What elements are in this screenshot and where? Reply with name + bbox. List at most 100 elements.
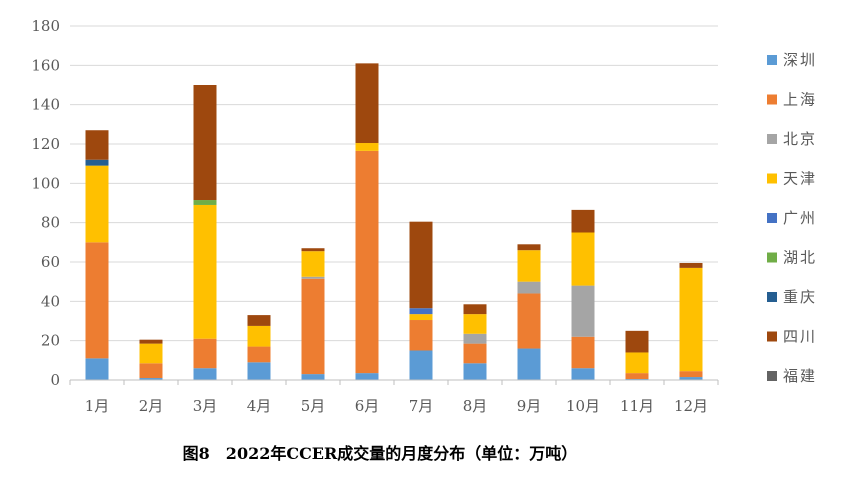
legend-swatch	[767, 173, 777, 184]
legend-item: 重庆	[767, 288, 817, 306]
y-tick-label: 20	[41, 332, 60, 350]
bar-segment	[85, 242, 109, 359]
gridlines	[70, 25, 718, 342]
legend-item: 湖北	[767, 249, 817, 267]
bar-segment	[679, 262, 703, 268]
bar-segment	[85, 159, 109, 166]
stacked-bar-chart: 0 20 40 60 80 100 120 140 160 180 1月 2月 3月 4月 5月 6月 7月 8…	[31, 17, 817, 415]
legend-item: 四川	[767, 328, 817, 346]
bar-segment	[625, 373, 649, 380]
bar-segment	[409, 308, 433, 315]
bar-segment	[301, 251, 325, 277]
bar-segment	[463, 343, 487, 364]
bar-segment	[85, 358, 109, 380]
bars	[85, 63, 703, 380]
x-tick-label: 10月	[566, 397, 600, 415]
bar-segment	[193, 368, 217, 380]
x-tick-label: 5月	[301, 397, 326, 415]
legend-swatch	[767, 94, 777, 105]
bar-segment	[517, 250, 541, 282]
x-tick-label: 6月	[355, 397, 380, 415]
bar-segment	[355, 143, 379, 151]
bar-segment	[571, 336, 595, 369]
bar-segment	[139, 378, 163, 380]
bar-segment	[85, 165, 109, 243]
y-tick-label: 120	[31, 135, 60, 153]
bar-segment	[193, 200, 217, 205]
x-tick-label: 7月	[409, 397, 434, 415]
legend-label: 上海	[783, 91, 817, 109]
x-tick-label: 2月	[139, 397, 164, 415]
bar-segment	[409, 320, 433, 351]
bar-segment	[517, 244, 541, 251]
y-tick-label: 40	[41, 292, 60, 310]
x-tick-label: 11月	[620, 397, 654, 415]
bar-segment	[247, 325, 271, 347]
bar-segment	[571, 285, 595, 337]
figure-caption: 图8 2022年CCER成交量的月度分布（单位：万吨）	[182, 444, 578, 463]
bar-segment	[625, 352, 649, 374]
y-tick-label: 180	[31, 17, 60, 35]
bar-segment	[571, 232, 595, 286]
bar-segment	[193, 204, 217, 339]
bar-segment	[355, 150, 379, 374]
legend-item: 福建	[767, 367, 817, 385]
x-tick-label: 4月	[247, 397, 272, 415]
legend-label: 北京	[783, 130, 817, 148]
legend-label: 天津	[783, 170, 817, 188]
bar-segment	[571, 368, 595, 380]
x-tick-label: 1月	[85, 397, 110, 415]
legend-label: 湖北	[783, 249, 817, 267]
legend-item: 深圳	[767, 51, 817, 69]
bar-segment	[517, 281, 541, 294]
bar-segment	[409, 221, 433, 309]
legend-swatch	[767, 252, 777, 263]
bar-segment	[301, 248, 325, 252]
legend-swatch	[767, 55, 777, 65]
legend-item: 广州	[767, 209, 817, 227]
legend-swatch	[767, 331, 777, 342]
y-tick-label: 80	[41, 214, 60, 232]
bar-segment	[409, 314, 433, 321]
x-tick-label: 9月	[517, 397, 542, 415]
legend-item: 上海	[767, 91, 817, 109]
y-tick-label: 140	[31, 96, 60, 114]
bar-segment	[301, 374, 325, 380]
bar-segment	[301, 276, 325, 279]
y-tick-label: 60	[41, 253, 60, 271]
legend-label: 广州	[783, 209, 817, 227]
bar-segment	[247, 346, 271, 363]
bar-segment	[517, 293, 541, 349]
bar-segment	[139, 339, 163, 344]
legend-label: 四川	[783, 328, 817, 346]
x-tick-label: 3月	[193, 397, 218, 415]
bar-segment	[625, 330, 649, 353]
legend-label: 深圳	[783, 51, 817, 69]
bar-segment	[463, 304, 487, 315]
legend-label: 重庆	[783, 288, 817, 306]
bar-segment	[409, 350, 433, 380]
y-axis-tick-labels: 0 20 40 60 80 100 120 140 160 180	[31, 17, 60, 389]
bar-segment	[355, 63, 379, 144]
y-tick-label: 100	[31, 174, 60, 192]
legend-label: 福建	[783, 367, 817, 385]
bar-segment	[85, 130, 109, 160]
bar-segment	[139, 343, 163, 364]
bar-segment	[463, 314, 487, 334]
bar-segment	[517, 348, 541, 380]
bar-segment	[301, 278, 325, 375]
bar-segment	[463, 333, 487, 344]
bar-segment	[679, 267, 703, 372]
bar-segment	[247, 362, 271, 380]
bar-segment	[247, 315, 271, 326]
legend-item: 天津	[767, 170, 817, 188]
x-tick-label: 8月	[463, 397, 488, 415]
x-axis	[69, 379, 719, 385]
bar-segment	[193, 338, 217, 369]
y-tick-label: 0	[50, 371, 60, 389]
legend-swatch	[767, 371, 777, 381]
bar-segment	[463, 363, 487, 380]
bar-segment	[355, 373, 379, 380]
x-tick-label: 12月	[674, 397, 708, 415]
